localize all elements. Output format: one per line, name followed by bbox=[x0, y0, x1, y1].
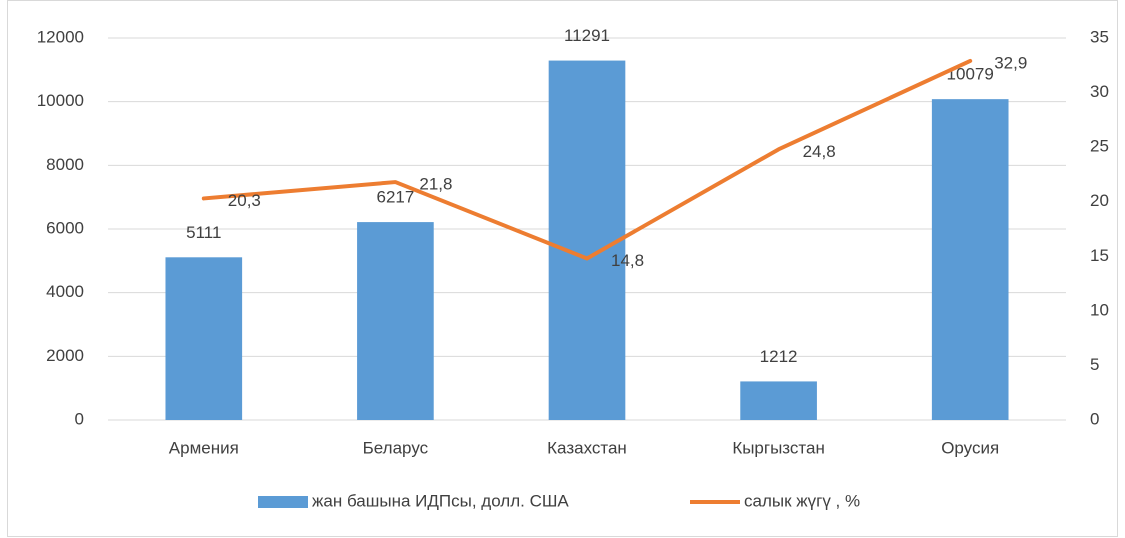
y2-tick-label: 5 bbox=[1090, 355, 1099, 374]
line-value-label: 21,8 bbox=[419, 175, 452, 194]
x-tick-label: Беларус bbox=[363, 438, 429, 457]
bar-value-label: 1212 bbox=[760, 347, 798, 366]
line-value-label: 24,8 bbox=[803, 142, 836, 161]
bar bbox=[165, 257, 243, 420]
legend-label: салык жүгү , % bbox=[744, 491, 860, 510]
y-tick-label: 2000 bbox=[46, 346, 84, 365]
y-tick-label: 4000 bbox=[46, 282, 84, 301]
x-tick-label: Армения bbox=[169, 438, 239, 457]
y2-tick-label: 20 bbox=[1090, 191, 1109, 210]
line bbox=[201, 58, 973, 261]
line-value-label: 32,9 bbox=[994, 53, 1027, 72]
bar bbox=[931, 99, 1009, 421]
line-value-label: 20,3 bbox=[228, 191, 261, 210]
bar bbox=[357, 222, 434, 420]
y2-tick-label: 30 bbox=[1090, 82, 1109, 101]
y-tick-label: 0 bbox=[75, 409, 84, 428]
bar-value-label: 10079 bbox=[947, 65, 994, 84]
bar-value-label: 5111 bbox=[186, 223, 221, 242]
y2-tick-label: 15 bbox=[1090, 246, 1109, 265]
legend-swatch bbox=[258, 496, 308, 508]
y-tick-label: 8000 bbox=[46, 155, 84, 174]
y2-tick-label: 35 bbox=[1090, 27, 1109, 46]
y-tick-label: 10000 bbox=[37, 91, 84, 110]
x-tick-label: Кыргызстан bbox=[732, 438, 825, 457]
x-tick-label: Казахстан bbox=[547, 438, 627, 457]
legend-label: жан башына ИДПсы, долл. США bbox=[312, 491, 569, 510]
y2-tick-label: 10 bbox=[1090, 300, 1109, 319]
y2-tick-label: 25 bbox=[1090, 137, 1109, 156]
y-tick-label: 12000 bbox=[37, 27, 84, 46]
line-value-label: 14,8 bbox=[611, 251, 644, 270]
bar bbox=[740, 381, 817, 420]
y-tick-label: 6000 bbox=[46, 218, 84, 237]
y2-tick-label: 0 bbox=[1090, 409, 1099, 428]
bar bbox=[548, 60, 626, 421]
bar-value-label: 11291 bbox=[564, 26, 610, 45]
x-tick-label: Орусия bbox=[941, 438, 999, 457]
bar-value-label: 6217 bbox=[376, 188, 414, 207]
